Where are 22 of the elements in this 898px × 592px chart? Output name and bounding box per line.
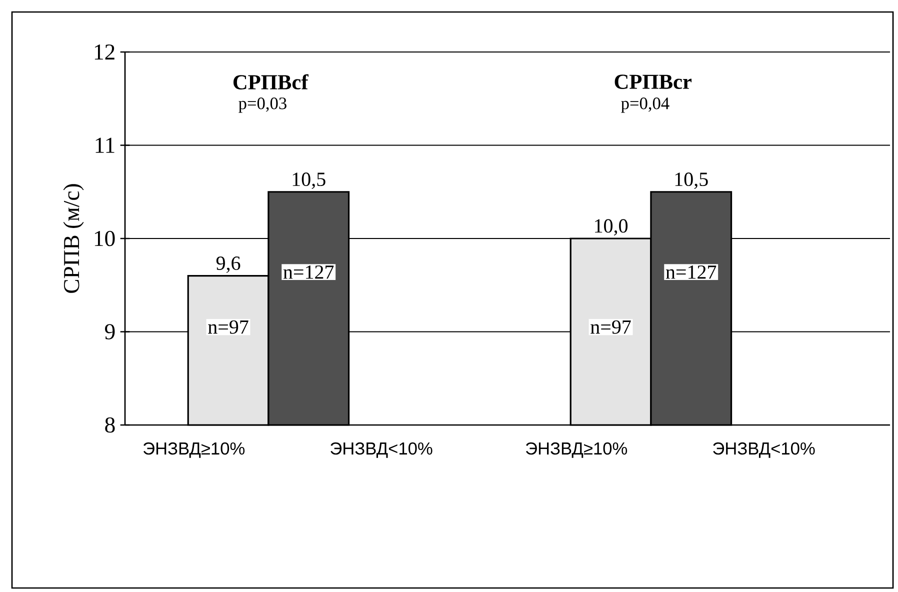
data-label: 9,6 [216, 256, 240, 273]
annotation: n=127 [283, 265, 334, 279]
annotation: n=97 [590, 320, 631, 334]
y-tick-label: 9 [105, 324, 115, 340]
y-axis-title: СРПВ (м/с) [63, 184, 84, 293]
x-tick-label: ЭНЗВД≥10% [143, 442, 245, 458]
data-label: 10,5 [675, 172, 708, 189]
annotation: n=127 [666, 265, 716, 279]
y-tick-label: 8 [105, 417, 115, 433]
annotation: n=97 [208, 320, 248, 334]
data-label: 10,5 [292, 172, 326, 189]
annotation: СРПВcr [614, 74, 692, 89]
annotation: p=0,03 [238, 98, 286, 113]
data-label: 10,0 [595, 219, 628, 236]
x-tick-label: ЭНЗВД<10% [713, 442, 815, 458]
annotation: СРПВcf [233, 74, 308, 90]
x-tick-label: ЭНЗВД<10% [330, 442, 432, 458]
y-tick-label: 11 [96, 138, 114, 153]
annotation: p=0,04 [621, 98, 670, 113]
x-tick-label: ЭНЗВД≥10% [526, 442, 628, 458]
y-tick-label: 10 [94, 230, 115, 246]
y-tick-label: 12 [94, 44, 114, 60]
